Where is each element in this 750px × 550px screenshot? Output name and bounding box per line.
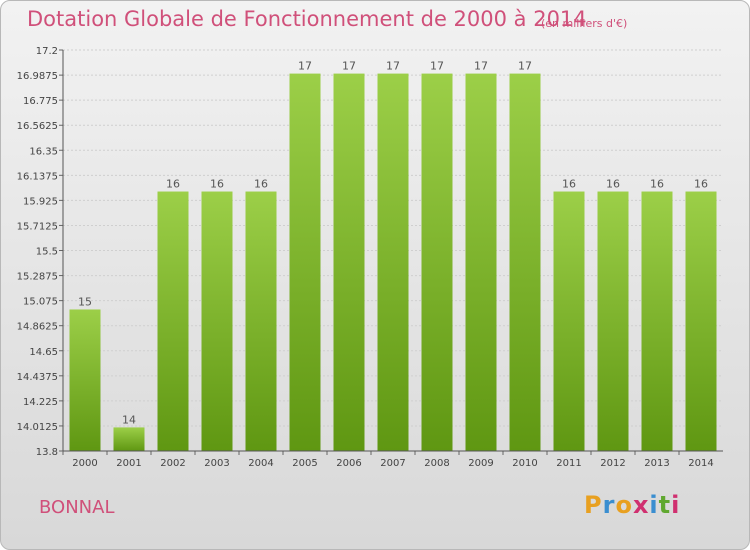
x-tick-label: 2004 — [248, 458, 273, 469]
data-label: 16 — [254, 178, 268, 191]
data-label: 16 — [562, 178, 576, 191]
y-tick-label: 15.075 — [23, 297, 58, 308]
bar — [289, 73, 321, 452]
data-label: 17 — [474, 60, 488, 73]
bar — [421, 73, 453, 452]
y-tick-label: 16.1375 — [17, 171, 58, 182]
x-tick-label: 2009 — [468, 458, 493, 469]
y-tick-label: 15.5 — [36, 247, 58, 258]
x-tick-label: 2001 — [116, 458, 141, 469]
y-tick-label: 15.7125 — [17, 221, 58, 232]
bar — [509, 73, 541, 452]
data-label: 17 — [298, 60, 312, 73]
bar — [685, 191, 717, 451]
logo-letter: P — [584, 491, 603, 519]
bar — [553, 191, 585, 451]
logo-letter: i — [671, 491, 681, 519]
bar — [377, 73, 409, 452]
y-tick-label: 14.8625 — [17, 322, 58, 333]
x-tick-label: 2012 — [600, 458, 625, 469]
y-tick-label: 14.65 — [29, 347, 58, 358]
logo-letter: x — [632, 491, 650, 519]
bar — [69, 309, 101, 451]
data-label: 16 — [166, 178, 180, 191]
y-tick-label: 14.225 — [23, 397, 58, 408]
bar — [201, 191, 233, 451]
x-tick-label: 2003 — [204, 458, 229, 469]
bar — [465, 73, 497, 452]
logo-letter: r — [602, 491, 616, 519]
y-tick-label: 16.35 — [29, 146, 58, 157]
y-tick-label: 15.2875 — [17, 272, 58, 283]
x-tick-label: 2005 — [292, 458, 317, 469]
y-tick-label: 16.5625 — [17, 121, 58, 132]
data-label: 17 — [430, 60, 444, 73]
data-label: 16 — [650, 178, 664, 191]
x-tick-label: 2002 — [160, 458, 185, 469]
x-tick-label: 2014 — [688, 458, 713, 469]
axes — [62, 50, 723, 452]
proxiti-logo: Proxiti — [584, 491, 680, 519]
x-tick-label: 2011 — [556, 458, 581, 469]
x-axis-ticks: 2000 2001 2002 2003 2004 2005 2006 2007 2008 2009… — [62, 451, 714, 469]
x-tick-label: 2007 — [380, 458, 405, 469]
x-tick-label: 2010 — [512, 458, 537, 469]
x-tick-label: 2008 — [424, 458, 449, 469]
logo-letter: o — [615, 491, 633, 519]
data-label: 17 — [386, 60, 400, 73]
bar — [157, 191, 189, 451]
data-label: 17 — [518, 60, 532, 73]
logo-letter: t — [658, 491, 672, 519]
chart-title: Dotation Globale de Fonctionnement de 20… — [27, 7, 587, 31]
bar — [641, 191, 673, 451]
data-label: 17 — [342, 60, 356, 73]
x-tick-label: 2006 — [336, 458, 361, 469]
unit-note: (en milliers d'€) — [541, 17, 628, 30]
data-label: 16 — [210, 178, 224, 191]
y-axis-ticks: 13.8 14.0125 14.225 14.4375 14.65 14.8625 15.0… — [17, 46, 63, 458]
y-tick-label: 15.925 — [23, 196, 58, 207]
data-label: 14 — [122, 413, 136, 426]
data-label: 16 — [606, 178, 620, 191]
y-tick-label: 16.775 — [23, 96, 58, 107]
y-tick-label: 14.0125 — [17, 422, 58, 433]
commune-name: BONNAL — [39, 497, 115, 518]
logo-letter: i — [649, 491, 659, 519]
data-label: 16 — [694, 178, 708, 191]
data-label: 15 — [78, 295, 92, 308]
bar — [113, 427, 145, 451]
y-tick-label: 17.2 — [36, 46, 58, 57]
y-tick-label: 14.4375 — [17, 372, 58, 383]
bar — [333, 73, 365, 452]
bar — [245, 191, 277, 451]
bars — [69, 73, 717, 452]
x-tick-label: 2013 — [644, 458, 669, 469]
bar — [597, 191, 629, 451]
x-tick-label: 2000 — [72, 458, 97, 469]
y-tick-label: 16.9875 — [17, 71, 58, 82]
y-tick-label: 13.8 — [36, 447, 58, 458]
data-labels: 15 14 16 16 16 17 17 17 17 17 17 16 16 16 16 — [78, 60, 708, 427]
